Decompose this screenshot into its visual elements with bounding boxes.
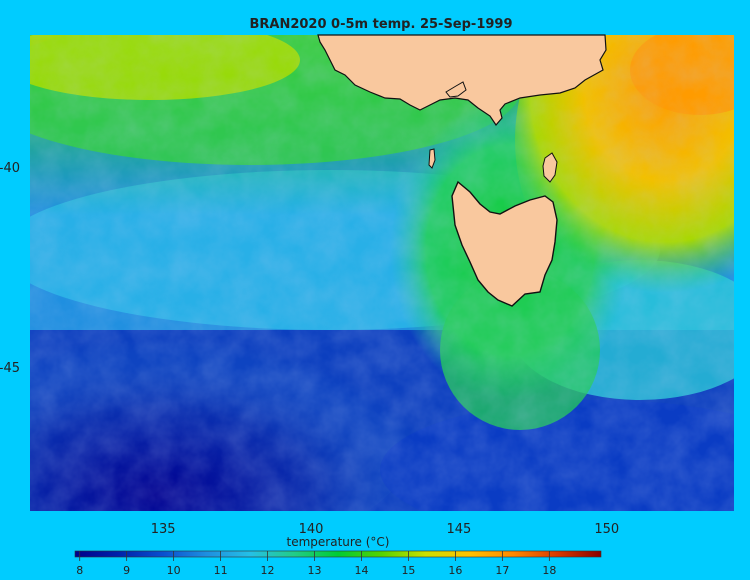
tasmania bbox=[451, 180, 558, 307]
x-axis: 135 140 145 150 bbox=[151, 522, 620, 537]
colorbar-tick-label: 11 bbox=[214, 564, 228, 577]
x-tick-label: 150 bbox=[594, 522, 619, 537]
y-tick-label: -45 bbox=[0, 361, 20, 376]
colorbar-tick-label: 16 bbox=[448, 564, 462, 577]
colorbar-strip bbox=[74, 550, 602, 558]
map-title: BRAN2020 0-5m temp. 25-Sep-1999 bbox=[249, 17, 512, 32]
colorbar: temperature (°C) 8 9 10 11 12 13 14 15 16 17 18 bbox=[74, 535, 602, 577]
x-tick-label: 135 bbox=[151, 522, 176, 537]
land bbox=[317, 34, 607, 307]
colorbar-tick-label: 8 bbox=[76, 564, 83, 577]
x-tick-label: 145 bbox=[446, 522, 471, 537]
colorbar-tick-label: 9 bbox=[123, 564, 130, 577]
flinders-island bbox=[542, 152, 558, 183]
kangaroo-island bbox=[445, 81, 467, 98]
colorbar-tick-label: 15 bbox=[401, 564, 415, 577]
y-axis: -40 -45 bbox=[0, 161, 20, 376]
colorbar-tick-label: 17 bbox=[495, 564, 509, 577]
y-tick-label: -40 bbox=[0, 161, 20, 176]
colorbar-title: temperature (°C) bbox=[287, 535, 390, 549]
mainland-australia bbox=[317, 34, 607, 126]
king-island bbox=[428, 148, 436, 169]
colorbar-tick-label: 10 bbox=[167, 564, 181, 577]
colorbar-ticks: 8 9 10 11 12 13 14 15 16 17 18 bbox=[76, 551, 556, 577]
colorbar-tick-label: 13 bbox=[308, 564, 322, 577]
x-tick-label: 140 bbox=[299, 522, 324, 537]
colorbar-tick-label: 12 bbox=[261, 564, 275, 577]
colorbar-tick-label: 18 bbox=[542, 564, 556, 577]
colorbar-tick-label: 14 bbox=[354, 564, 368, 577]
